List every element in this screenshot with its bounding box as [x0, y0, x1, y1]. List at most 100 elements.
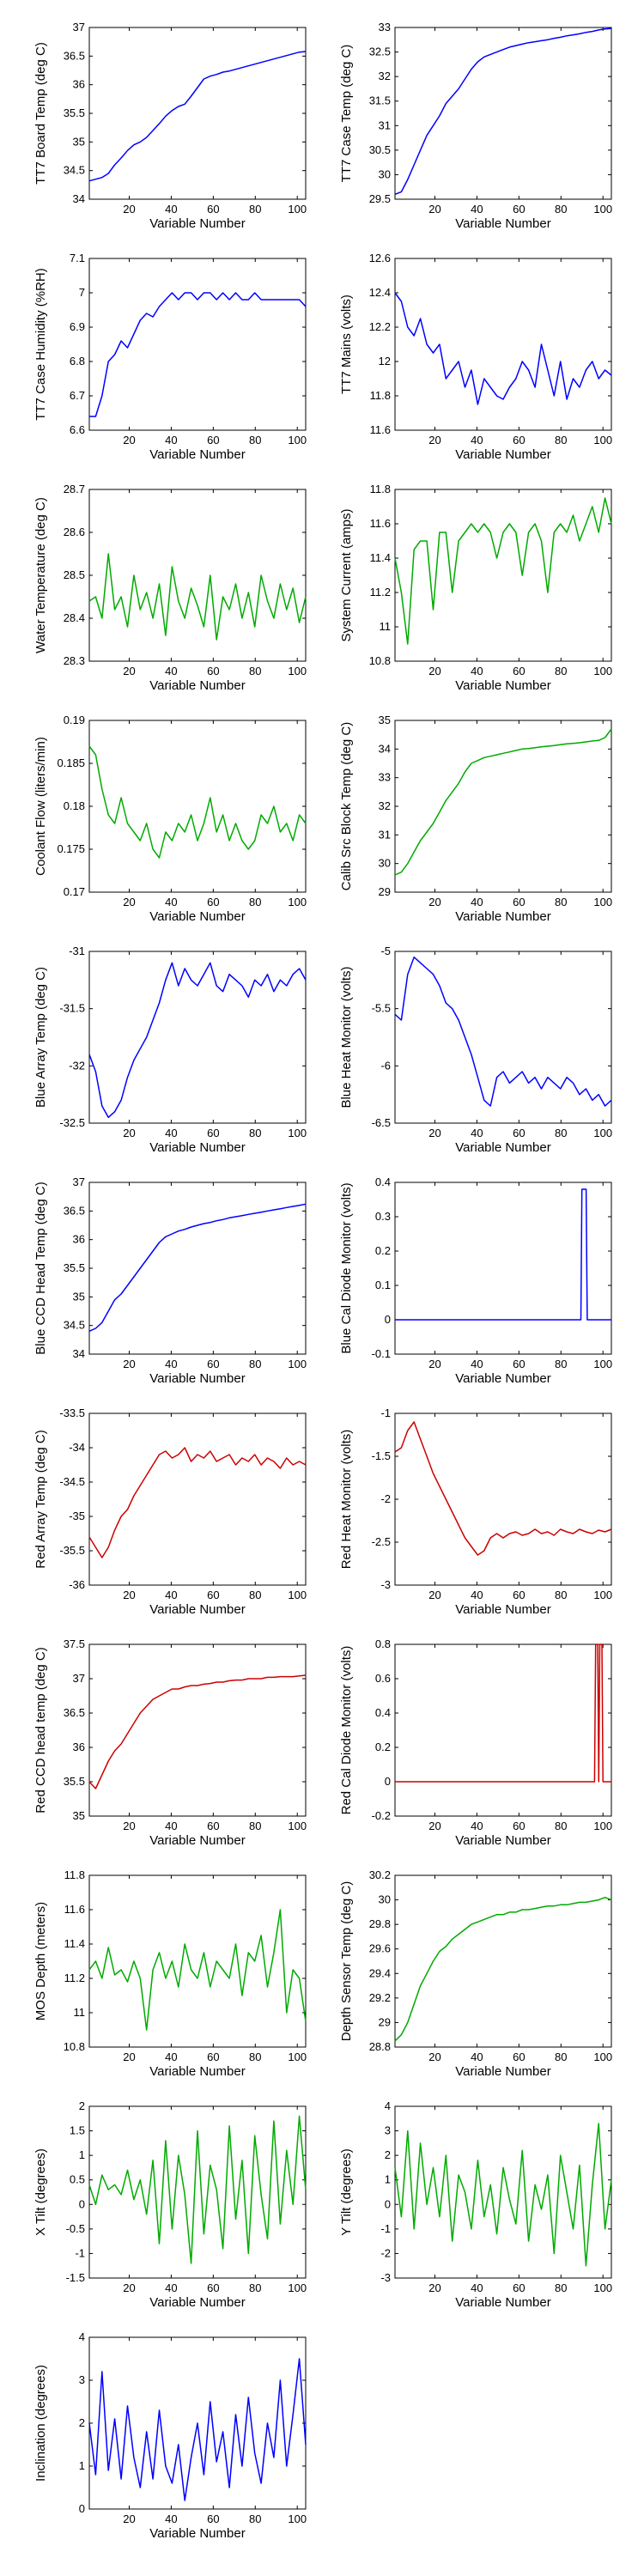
y-tick-label: 31: [379, 118, 391, 131]
x-axis-label: Variable Number: [455, 678, 550, 693]
x-tick-label: 60: [207, 896, 219, 908]
y-tick-label: 32: [379, 70, 391, 82]
x-axis-label: Variable Number: [455, 1140, 550, 1155]
y-tick-label: -31.5: [59, 1002, 85, 1015]
x-tick-label: 100: [593, 1127, 612, 1139]
y-tick-label: 34: [73, 192, 85, 205]
x-tick-label: 40: [471, 1820, 483, 1832]
plot-frame: [394, 258, 612, 431]
x-tick-label: 60: [207, 1820, 219, 1832]
y-tick-label: 35.5: [64, 106, 85, 119]
plot-frame: [394, 1874, 612, 2048]
y-tick-label: 0.17: [64, 885, 85, 898]
y-tick-label: -34.5: [59, 1475, 85, 1488]
y-tick-label: 33: [379, 21, 391, 33]
y-tick-label: 32.5: [369, 46, 391, 58]
y-tick-label: 2: [79, 2099, 85, 2112]
series-line: [394, 728, 612, 876]
y-tick-label: -1: [380, 2222, 391, 2235]
y-tick-label: 0.6: [375, 1672, 391, 1685]
x-tick-label: 40: [471, 1358, 483, 1370]
y-tick-label: 28.8: [369, 2040, 391, 2053]
x-tick-label: 80: [249, 2050, 261, 2063]
y-tick-label: 11.6: [370, 517, 391, 530]
x-tick-label: 80: [249, 2281, 261, 2294]
x-tick-label: 60: [207, 665, 219, 677]
y-tick-label: 34: [73, 1347, 85, 1360]
y-tick-label: 1: [385, 2173, 391, 2186]
x-tick-label: 60: [513, 665, 525, 677]
x-tick-label: 20: [428, 665, 440, 677]
x-tick-label: 80: [249, 1127, 261, 1139]
x-tick-label: 80: [555, 1589, 567, 1601]
x-tick-label: 100: [288, 1589, 307, 1601]
x-tick-label: 100: [288, 1820, 307, 1832]
y-tick-label: 29.6: [369, 1942, 391, 1955]
chart-panel: -6.5 -6 -5.5 -5 20 40 60 80 100 Variable Number Bl…: [339, 945, 612, 1155]
x-tick-label: 40: [471, 1589, 483, 1601]
x-axis-label: Variable Number: [149, 1140, 245, 1155]
x-tick-label: 40: [165, 1589, 177, 1601]
y-tick-label: 6.8: [70, 355, 85, 368]
y-tick-label: 0.3: [375, 1210, 391, 1223]
plot-frame: [88, 1874, 307, 2048]
y-tick-label: 29.4: [369, 1966, 391, 1979]
y-tick-label: 11.4: [370, 551, 391, 564]
y-tick-label: 30: [379, 857, 391, 870]
y-tick-label: 0.2: [375, 1244, 391, 1257]
x-tick-label: 80: [555, 203, 567, 216]
x-tick-label: 40: [471, 2050, 483, 2063]
y-axis-label: Inclination (degrees): [33, 2365, 48, 2482]
x-axis-label: Variable Number: [149, 1833, 245, 1848]
x-axis-label: Variable Number: [149, 678, 245, 693]
x-tick-label: 20: [123, 896, 135, 908]
plot-frame: [88, 1643, 307, 1817]
x-tick-label: 20: [428, 434, 440, 447]
y-tick-label: -3: [380, 2271, 391, 2284]
y-tick-label: 36: [73, 1233, 85, 1246]
y-tick-label: 1: [79, 2459, 85, 2472]
x-tick-label: 80: [249, 1820, 261, 1832]
series-line: [88, 1674, 307, 1789]
x-tick-label: 100: [288, 1358, 307, 1370]
y-axis-label: Coolant Flow (liters/min): [33, 737, 48, 876]
y-tick-label: 0.175: [57, 842, 85, 855]
plot-frame: [394, 1643, 612, 1817]
x-tick-label: 60: [513, 1127, 525, 1139]
x-tick-label: 100: [288, 896, 307, 908]
y-tick-label: 37.5: [64, 1637, 85, 1650]
y-tick-label: 29.5: [369, 192, 391, 205]
y-tick-label: 11.4: [64, 1937, 85, 1950]
x-tick-label: 60: [207, 2512, 219, 2525]
y-tick-label: -36: [69, 1578, 85, 1591]
y-tick-label: 11.6: [64, 1903, 85, 1916]
chart-panel: 35 35.5 36 36.5 37 37.5 20 40 60 80 100 Variable Nu…: [33, 1637, 307, 1848]
chart-panel: 34 34.5 35 35.5 36 36.5 37 20 40 60 80 100 Variable …: [33, 1176, 307, 1386]
plot-frame: [88, 489, 307, 662]
y-tick-label: -5: [380, 945, 391, 957]
chart-panel: 0.17 0.175 0.18 0.185 0.19 20 40 60 80 100 Variabl…: [33, 714, 307, 924]
y-tick-label: 0.2: [375, 1741, 391, 1753]
y-tick-label: 30.5: [369, 143, 391, 156]
x-tick-label: 20: [123, 2512, 135, 2525]
x-axis-label: Variable Number: [455, 216, 550, 231]
y-tick-label: 11.2: [64, 1971, 85, 1984]
x-tick-label: 60: [207, 1358, 219, 1370]
y-tick-label: 0: [385, 1313, 391, 1326]
y-tick-label: 30.2: [369, 1868, 391, 1881]
series-line: [394, 956, 612, 1107]
y-tick-label: 10.8: [64, 2040, 85, 2053]
chart-panel: -0.2 0 0.2 0.4 0.6 0.8 20 40 60 80 100 Variable Num…: [339, 1637, 612, 1848]
x-tick-label: 60: [513, 1358, 525, 1370]
series-line: [88, 1909, 307, 2031]
x-axis-label: Variable Number: [455, 1833, 550, 1848]
y-tick-label: 11.8: [370, 483, 391, 495]
y-tick-label: 30: [379, 1893, 391, 1906]
y-tick-label: -1.5: [66, 2271, 85, 2284]
x-axis-label: Variable Number: [149, 1371, 245, 1386]
chart-panel: -3 -2 -1 0 1 2 3 4 20 40 60 80 100 Variable Number Y T…: [339, 2099, 612, 2310]
x-tick-label: 100: [593, 1820, 612, 1832]
y-tick-label: 29: [379, 885, 391, 898]
y-axis-label: System Current (amps): [339, 508, 354, 641]
plot-frame: [394, 1182, 612, 1355]
